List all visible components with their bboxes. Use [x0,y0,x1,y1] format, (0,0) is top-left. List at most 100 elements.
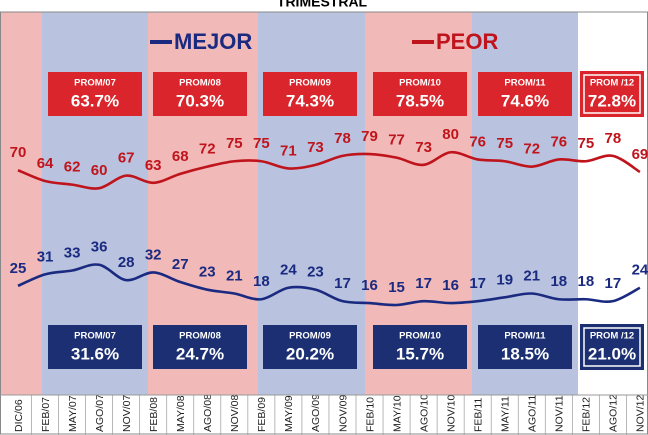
data-label: 25 [10,260,27,277]
average-value: 15.7% [396,344,444,363]
average-box [478,72,572,116]
average-label: PROM/07 [74,78,116,89]
x-tick-label: NOV/12 [635,394,647,432]
average-box [478,325,572,369]
data-label: 23 [199,264,216,281]
average-label: PROM/07 [74,331,116,342]
series-line [17,150,641,190]
average-label: PROM/10 [399,331,441,342]
x-tick-label: FEB/12 [581,397,593,432]
average-value: 20.2% [286,344,334,363]
x-tick-label: MAY/08 [175,395,187,432]
average-value: 63.7% [71,91,119,110]
average-value: 31.6% [71,344,119,363]
x-tick-label: NOV/10 [445,394,457,432]
data-label: 78 [334,130,351,147]
data-label: 77 [388,132,405,149]
average-box-border [583,74,641,114]
chart-title: TRIMESTRAL [277,0,368,10]
data-label: 63 [145,157,162,174]
data-label: 72 [199,141,216,158]
average-value: 78.5% [396,91,444,110]
data-label: 68 [172,148,189,165]
legend-label: MEJOR [174,29,252,54]
x-tick-label: MAY/10 [391,395,403,432]
data-label: 36 [91,239,108,256]
x-tick-label: AGO/07 [94,394,106,432]
legend-label: PEOR [436,29,498,54]
data-label: 23 [307,264,324,281]
average-box [263,72,357,116]
data-label: 64 [37,155,54,172]
average-box [373,325,467,369]
data-label: 21 [226,267,243,284]
average-value: 21.0% [588,344,636,363]
average-value: 72.8% [588,91,636,110]
average-label: PROM /12 [590,331,634,342]
x-tick-label: AGO/12 [608,394,620,432]
data-label: 28 [118,254,135,271]
x-tick-label: MAY/11 [500,396,512,432]
x-tick-label: FEB/07 [40,397,52,432]
data-label: 75 [226,135,243,152]
data-label: 69 [632,146,648,163]
data-label: 75 [496,135,513,152]
data-label: 75 [253,135,270,152]
average-label: PROM /12 [590,78,634,89]
average-box-border [583,327,641,367]
data-label: 76 [469,133,486,150]
data-label: 21 [523,267,540,284]
x-tick-label: FEB/11 [472,398,484,432]
year-band [0,12,42,395]
average-label: PROM/08 [179,331,221,342]
data-label: 18 [577,273,594,290]
data-label: 73 [307,139,324,156]
data-label: 76 [550,133,567,150]
data-label: 33 [64,244,81,261]
average-label: PROM/09 [289,331,331,342]
data-label: 24 [280,262,297,279]
data-label: 32 [145,246,162,263]
average-box [263,325,357,369]
average-value: 24.7% [176,344,224,363]
series-line [17,263,641,307]
data-label: 17 [605,275,622,292]
data-label: 19 [496,271,513,288]
data-label: 18 [550,273,567,290]
x-tick-label: NOV/11 [554,395,566,432]
average-box [580,71,644,117]
data-label: 72 [523,141,540,158]
data-label: 71 [280,142,297,159]
x-tick-label: MAY/07 [67,395,79,432]
data-label: 15 [388,279,405,296]
average-value: 74.6% [501,91,549,110]
data-label: 75 [577,135,594,152]
average-box [48,325,142,369]
average-label: PROM/11 [504,331,546,342]
data-label: 70 [10,144,27,161]
x-tick-label: MAY/09 [283,395,295,432]
data-label: 16 [442,277,459,294]
data-label: 78 [605,130,622,147]
data-label: 16 [361,277,378,294]
x-tick-label: AGO/11 [527,395,539,432]
average-value: 18.5% [501,344,549,363]
data-label: 67 [118,150,135,167]
x-tick-label: FEB/08 [148,397,160,432]
data-label: 62 [64,159,81,176]
x-tick-label: FEB/09 [256,397,268,432]
average-label: PROM/09 [289,78,331,89]
average-box [153,72,247,116]
data-label: 73 [415,139,432,156]
average-box [580,324,644,370]
average-box [48,72,142,116]
average-value: 70.3% [176,91,224,110]
data-label: 31 [37,248,54,265]
data-label: 80 [442,126,459,143]
x-tick-label: AGO/10 [418,394,430,432]
x-tick-label: NOV/08 [229,394,241,432]
data-label: 17 [469,275,486,292]
data-label: 79 [361,128,378,145]
data-label: 24 [632,262,648,279]
average-label: PROM/11 [504,78,546,89]
